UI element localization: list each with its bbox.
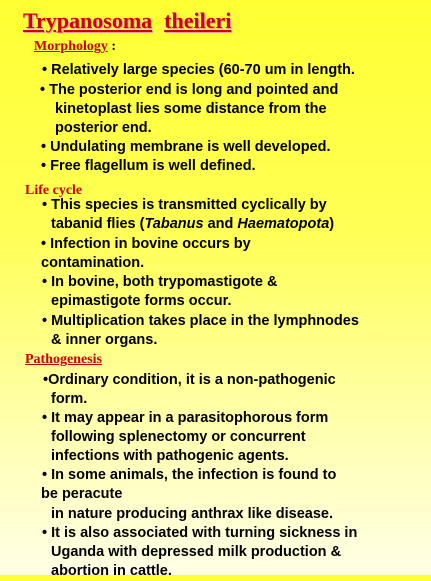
life-cycle-line: • This species is transmitted cyclically… [42, 197, 327, 213]
morphology-line: kinetoplast lies some distance from the [55, 101, 327, 117]
morphology-colon: : [107, 39, 117, 54]
pathogenesis-line: following splenectomy or concurrent [51, 429, 306, 445]
pathogenesis-heading-text: Pathogenesis [25, 352, 102, 367]
morphology-line: • Relatively large species (60-70 um in … [42, 62, 355, 78]
text-fragment: ) [329, 216, 335, 232]
morphology-line: • Free flagellum is well defined. [41, 158, 256, 174]
life-cycle-line: • In bovine, both trypomastigote & [42, 274, 278, 290]
genus-tabanus: Tabanus [144, 216, 204, 232]
morphology-line: • The posterior end is long and pointed … [40, 82, 339, 98]
pathogenesis-line: • In some animals, the infection is foun… [42, 467, 337, 483]
pathogenesis-line: • It may appear in a parasitophorous for… [42, 410, 329, 426]
life-cycle-line: epimastigote forms occur. [51, 293, 232, 309]
life-cycle-line: contamination. [41, 255, 145, 271]
life-cycle-heading: Life cycle [25, 183, 83, 198]
pathogenesis-line: in nature producing anthrax like disease… [51, 506, 334, 522]
life-cycle-line-vectors: tabanid flies (Tabanus and Haematopota) [51, 215, 334, 234]
life-cycle-line: • Multiplication takes place in the lymp… [42, 313, 359, 329]
pathogenesis-line: •Ordinary condition, it is a non-pathoge… [43, 372, 336, 388]
pathogenesis-line: • It is also associated with turning sic… [42, 525, 358, 541]
title-species: theileri [164, 8, 232, 33]
genus-haematopota: Haematopota [237, 216, 330, 232]
life-cycle-line: • Infection in bovine occurs by [41, 236, 251, 252]
morphology-line: • Undulating membrane is well developed. [41, 139, 331, 155]
text-fragment: tabanid flies ( [51, 216, 145, 232]
pathogenesis-line: Uganda with depressed milk production & [51, 544, 342, 560]
title-genus: Trypanosoma [23, 8, 153, 33]
morphology-heading: Morphology : [34, 39, 116, 55]
slide-title: Trypanosoma theileri [23, 8, 231, 34]
text-fragment: and [203, 216, 238, 232]
morphology-heading-text: Morphology [34, 39, 108, 54]
pathogenesis-line: abortion in cattle. [51, 563, 172, 579]
morphology-line: posterior end. [55, 120, 152, 136]
life-cycle-line: & inner organs. [51, 332, 158, 348]
pathogenesis-line: form. [51, 391, 88, 407]
pathogenesis-line: be peracute [41, 486, 123, 502]
pathogenesis-line: infections with pathogenic agents. [51, 448, 289, 464]
pathogenesis-heading: Pathogenesis [25, 352, 102, 368]
